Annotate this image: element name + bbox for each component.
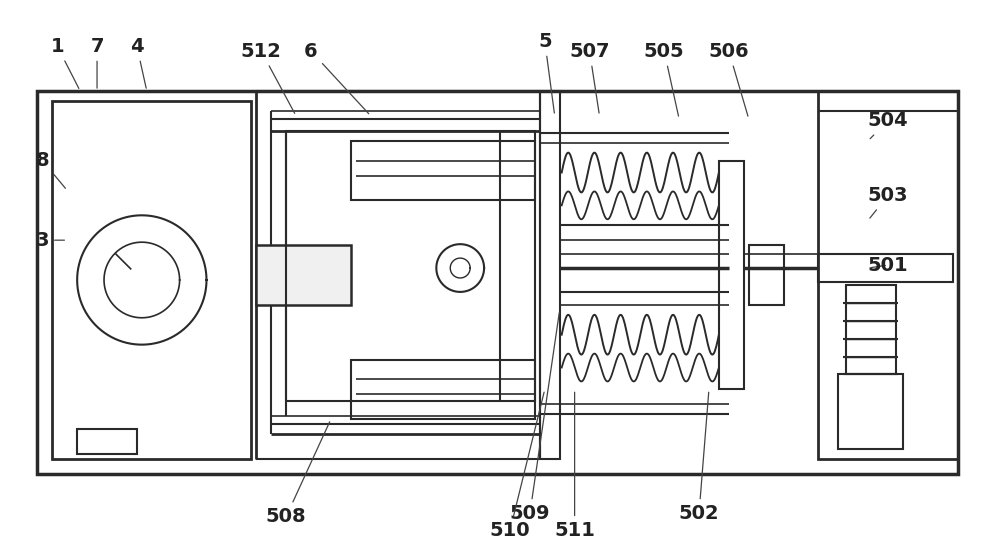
Text: 5: 5 [538,32,554,113]
Bar [818,254,953,282]
Bar [846,285,896,375]
Text: 7: 7 [90,37,104,88]
Text: 509: 509 [510,312,559,523]
Bar [719,161,744,389]
Bar [256,245,351,305]
Text: 508: 508 [266,422,330,526]
Bar [540,91,560,459]
Text: 4: 4 [130,37,146,88]
Bar [351,141,535,200]
Text: 510: 510 [490,392,544,540]
Text: 511: 511 [554,392,595,540]
Text: 3: 3 [36,230,64,250]
Text: 512: 512 [241,42,295,113]
Text: 504: 504 [868,111,908,139]
Bar [818,91,958,459]
Text: 505: 505 [644,42,684,116]
Bar [351,360,535,419]
Text: 502: 502 [679,392,719,523]
Bar [749,245,784,305]
Bar [286,131,535,402]
Text: 507: 507 [569,42,610,113]
Text: 6: 6 [304,42,369,114]
Text: 503: 503 [868,186,908,218]
Text: 501: 501 [868,256,908,274]
Text: 8: 8 [36,151,65,188]
Bar [838,375,903,449]
Bar [52,101,251,459]
Bar [77,429,137,454]
Text: 506: 506 [709,42,749,116]
Text: 1: 1 [50,37,79,89]
Bar [37,91,958,474]
